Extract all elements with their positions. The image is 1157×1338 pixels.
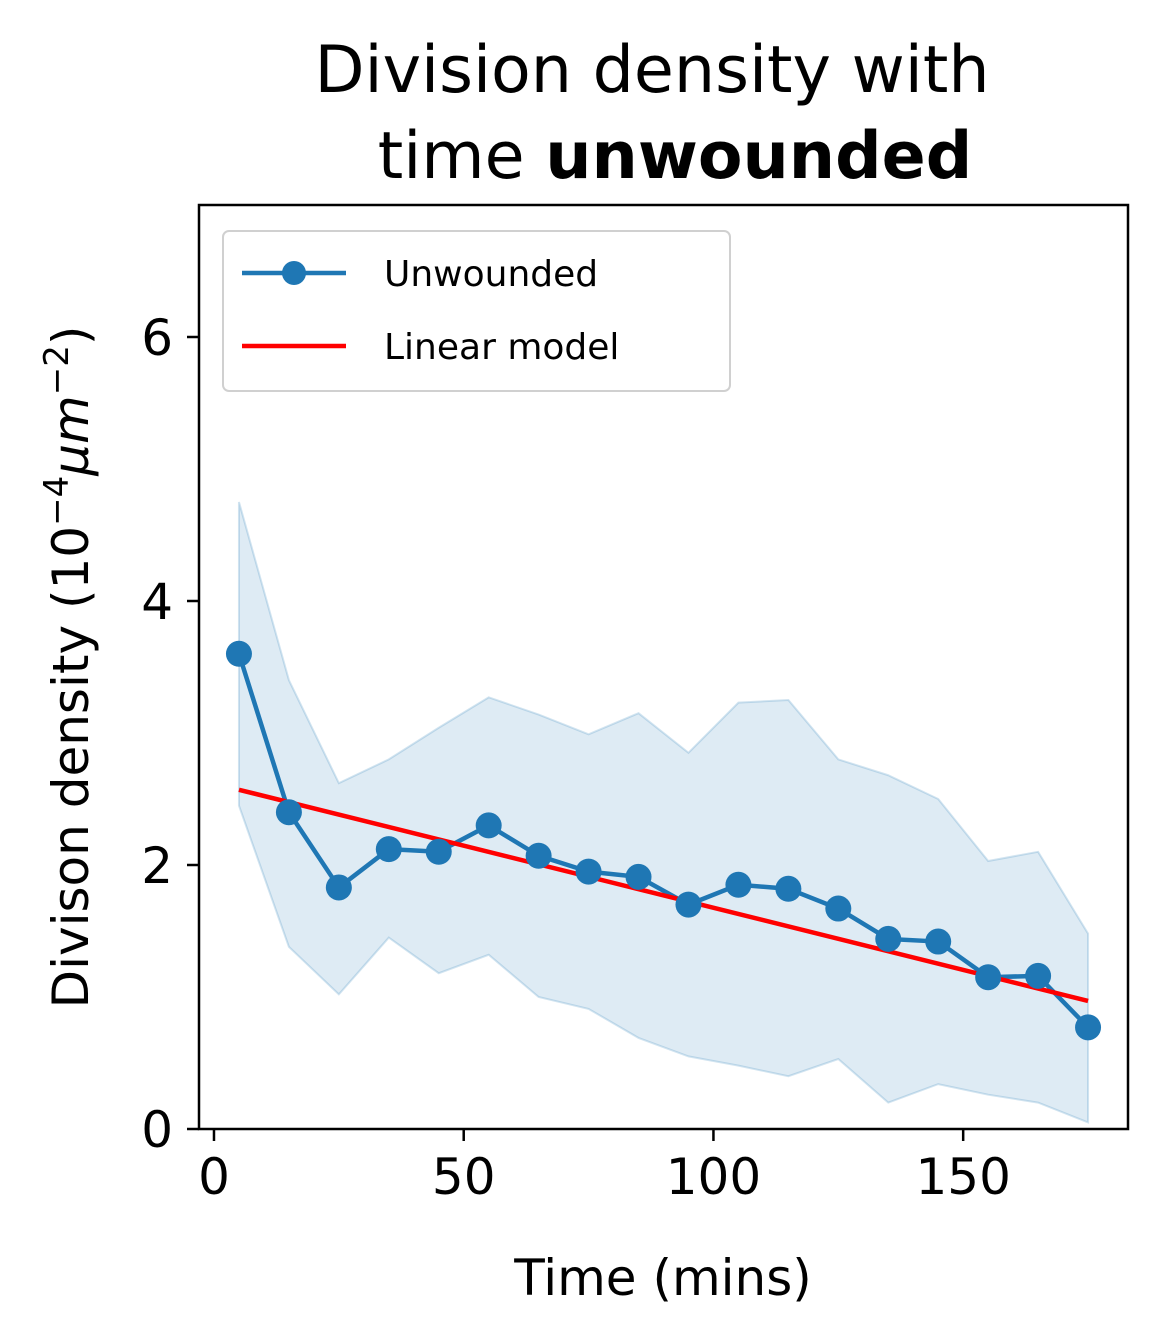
legend-unwounded-label: Unwounded bbox=[384, 254, 598, 295]
data-point-unwounded bbox=[1025, 962, 1052, 989]
legend-linear-model-label: Linear model bbox=[384, 327, 619, 368]
chart-title-line2-bold: unwounded bbox=[545, 119, 972, 194]
data-point-unwounded bbox=[625, 863, 652, 890]
legend-unwounded-marker bbox=[282, 261, 306, 285]
legend: Unwounded Linear model bbox=[222, 230, 731, 392]
y-axis-label-sup2: −2 bbox=[37, 345, 77, 395]
x-tick-label: 50 bbox=[432, 1148, 496, 1206]
data-point-unwounded bbox=[325, 874, 352, 901]
y-axis-label: Divison density (10−4μm−2) bbox=[37, 326, 100, 1009]
x-tick-label: 100 bbox=[666, 1148, 761, 1206]
data-point-unwounded bbox=[925, 928, 952, 955]
chart-title-line2: time unwounded bbox=[378, 119, 972, 194]
data-point-unwounded bbox=[525, 842, 552, 869]
y-tick-label: 4 bbox=[141, 573, 173, 631]
y-tick-label: 0 bbox=[141, 1101, 173, 1159]
y-axis-label-close: ) bbox=[42, 326, 100, 346]
axis-tick-layer: 0 50 100 150 0 2 4 6 bbox=[141, 309, 1011, 1206]
x-tick-label: 150 bbox=[915, 1148, 1010, 1206]
data-point-unwounded bbox=[775, 875, 802, 902]
y-tick-label: 6 bbox=[141, 309, 173, 367]
y-axis-label-unit: μm bbox=[42, 395, 100, 477]
plot-frame bbox=[197, 203, 1130, 1131]
data-point-unwounded bbox=[375, 836, 402, 863]
chart-title-line1: Division density with bbox=[314, 33, 989, 108]
chart-title-line2-normal: time bbox=[378, 119, 546, 194]
data-point-unwounded bbox=[825, 895, 852, 922]
data-point-unwounded bbox=[575, 858, 602, 885]
data-point-unwounded bbox=[425, 838, 452, 865]
data-point-unwounded bbox=[275, 799, 302, 826]
data-point-unwounded bbox=[975, 964, 1002, 991]
data-point-unwounded bbox=[1075, 1014, 1102, 1041]
y-tick-label: 2 bbox=[141, 837, 173, 895]
y-axis-label-sup1: −4 bbox=[37, 476, 77, 526]
data-point-unwounded bbox=[475, 812, 502, 839]
x-axis-label: Time (mins) bbox=[513, 1249, 812, 1307]
data-point-unwounded bbox=[675, 891, 702, 918]
legend-box bbox=[222, 230, 731, 392]
confidence-band bbox=[237, 501, 1090, 1124]
y-axis-label-main: Divison density (10 bbox=[42, 526, 100, 1008]
series-marker-layer bbox=[225, 640, 1102, 1041]
data-point-unwounded bbox=[875, 925, 902, 952]
confidence-band-layer bbox=[237, 501, 1090, 1124]
data-point-unwounded bbox=[225, 640, 252, 667]
x-tick-label: 0 bbox=[198, 1148, 230, 1206]
data-point-unwounded bbox=[725, 871, 752, 898]
series-line-linear-model bbox=[238, 787, 1089, 1004]
